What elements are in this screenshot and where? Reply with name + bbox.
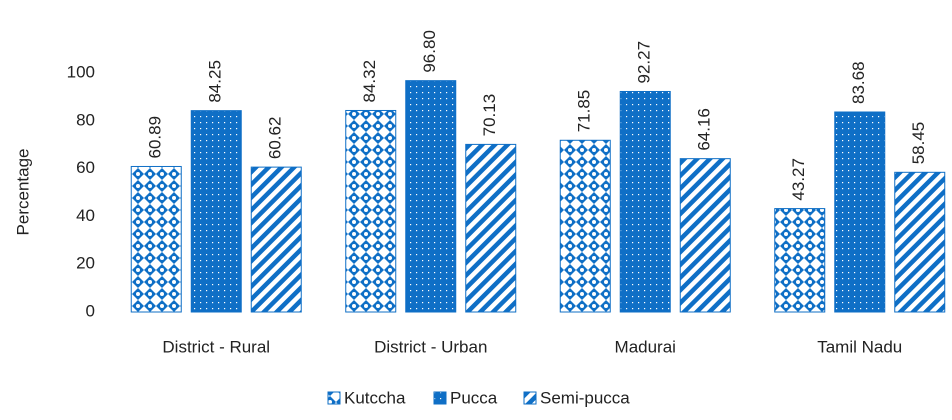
bar (130, 165, 182, 313)
bar (465, 143, 517, 313)
value-label: 64.16 (695, 108, 714, 151)
value-label: 83.68 (849, 61, 868, 104)
legend-label: Kutccha (344, 388, 406, 407)
bar (894, 171, 946, 313)
bar (619, 90, 671, 313)
legend-swatch (433, 391, 447, 405)
bar (774, 208, 826, 313)
x-tick-label: Tamil Nadu (817, 337, 902, 356)
bar (250, 166, 302, 313)
legend-swatch (327, 391, 341, 405)
y-tick-label: 80 (76, 110, 95, 129)
value-label: 71.85 (575, 90, 594, 133)
y-tick-label: 60 (76, 158, 95, 177)
y-tick-label: 20 (76, 254, 95, 273)
value-label: 84.25 (206, 60, 225, 103)
value-label: 92.27 (635, 41, 654, 84)
y-axis-label: Percentage (13, 149, 32, 236)
value-label: 96.80 (420, 30, 439, 73)
y-tick-label: 100 (67, 62, 95, 81)
legend-swatch (523, 391, 537, 405)
bar (345, 109, 397, 313)
value-label: 60.62 (266, 117, 285, 160)
bar (405, 80, 457, 313)
value-label: 58.45 (909, 122, 928, 165)
value-label: 70.13 (480, 94, 499, 137)
bar (559, 139, 611, 313)
y-tick-label: 40 (76, 206, 95, 225)
bar (190, 110, 242, 313)
legend-label: Semi-pucca (540, 388, 630, 407)
legend-label: Pucca (450, 388, 498, 407)
x-tick-label: District - Rural (162, 337, 270, 356)
x-tick-label: District - Urban (374, 337, 487, 356)
value-label: 43.27 (789, 158, 808, 201)
bar (834, 111, 886, 313)
value-label: 60.89 (146, 116, 165, 159)
y-tick-label: 0 (86, 301, 95, 320)
x-tick-label: Madurai (615, 337, 676, 356)
value-label: 84.32 (360, 60, 379, 103)
bar (679, 158, 731, 313)
